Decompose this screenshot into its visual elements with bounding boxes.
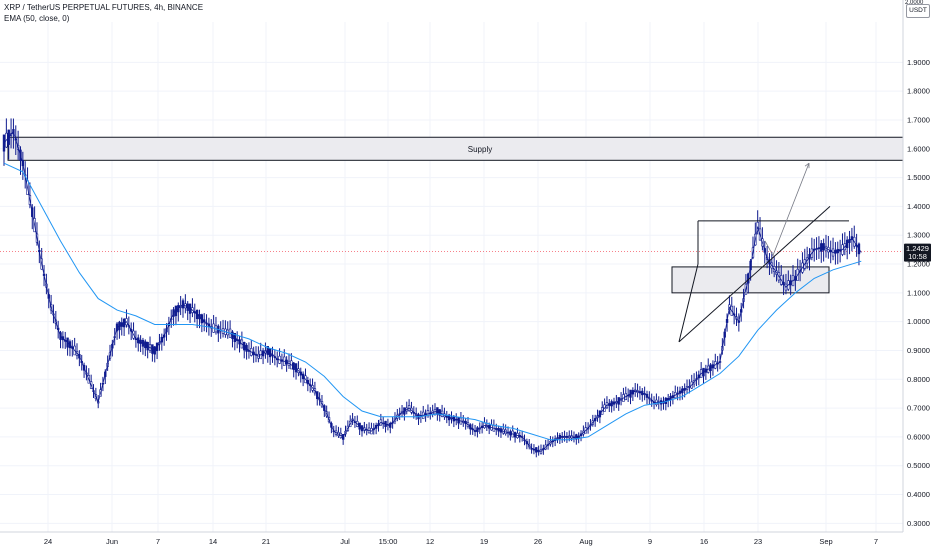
- time-tick-label: 7: [156, 537, 160, 546]
- candle-body: [2, 134, 6, 152]
- time-tick-label: Aug: [579, 537, 592, 546]
- time-tick-label: Jun: [106, 537, 118, 546]
- price-tick-label: 1.8000: [907, 87, 930, 96]
- currency-unit-button[interactable]: USDT: [906, 4, 930, 18]
- bar-countdown: 10:58: [908, 252, 927, 261]
- price-tick-label: 1.2000: [907, 260, 930, 269]
- price-tick-label: 1.6000: [907, 144, 930, 153]
- price-tick-label: 0.4000: [907, 490, 930, 499]
- time-tick-label: 14: [209, 537, 217, 546]
- time-tick-label: 12: [426, 537, 434, 546]
- ema-series-line: [3, 162, 862, 441]
- price-tick-label: 1.4000: [907, 202, 930, 211]
- zone-layer: Supply: [0, 136, 904, 294]
- time-tick-label: Jul: [340, 537, 350, 546]
- time-tick-label: 16: [700, 537, 708, 546]
- time-tick-label: Sep: [819, 537, 832, 546]
- ascending-trendline: [678, 206, 831, 343]
- supply-zone-label: Supply: [468, 145, 492, 154]
- price-tick-label: 1.9000: [907, 58, 930, 67]
- price-tick-label: 1.7000: [907, 115, 930, 124]
- projection-arrowhead: [804, 162, 810, 169]
- last-price-badge: [904, 243, 931, 262]
- price-scale-top-value: 2.0000: [905, 0, 924, 6]
- price-tick-label: 0.8000: [907, 375, 930, 384]
- price-tick-label: 1.1000: [907, 288, 930, 297]
- time-tick-label: 26: [534, 537, 542, 546]
- price-tick-label: 0.6000: [907, 432, 930, 441]
- price-tick-label: 0.5000: [907, 461, 930, 470]
- price-axis-background: [903, 0, 932, 550]
- indicator-legend: EMA (50, close, 0): [4, 14, 70, 23]
- price-axis[interactable]: 1.9000 1.8000 1.7000 1.6000 1.5000 1.4000 1.30…: [902, 0, 932, 550]
- price-tick-label: 0.9000: [907, 346, 930, 355]
- triangle-base-edge: [678, 263, 699, 342]
- series-layer: [2, 118, 862, 458]
- projection-path: [764, 163, 810, 257]
- supply-zone: [7, 136, 904, 161]
- time-tick-label: 19: [480, 537, 488, 546]
- price-tick-label: 0.7000: [907, 404, 930, 413]
- price-series-line: [3, 130, 862, 452]
- time-tick-label: 21: [262, 537, 270, 546]
- time-axis[interactable]: 24 Jun 7 14 21 Jul 15:00 12 19 26 Aug 9 16 23 Sep 7: [0, 531, 903, 546]
- price-tick-label: 1.5000: [907, 173, 930, 182]
- price-tick-label: 1.3000: [907, 231, 930, 240]
- time-tick-label: 15:00: [379, 537, 398, 546]
- time-tick-label: 23: [754, 537, 762, 546]
- price-tick-label: 0.3000: [907, 519, 930, 528]
- time-tick-label: 24: [44, 537, 52, 546]
- last-price-value: 1.2429: [906, 244, 929, 253]
- time-tick-label: 9: [648, 537, 652, 546]
- time-tick-label: 7: [874, 537, 878, 546]
- price-tick-label: 1.0000: [907, 317, 930, 326]
- symbol-title: XRP / TetherUS PERPETUAL FUTURES, 4h, BI…: [4, 3, 204, 12]
- drawing-layer: [678, 162, 849, 343]
